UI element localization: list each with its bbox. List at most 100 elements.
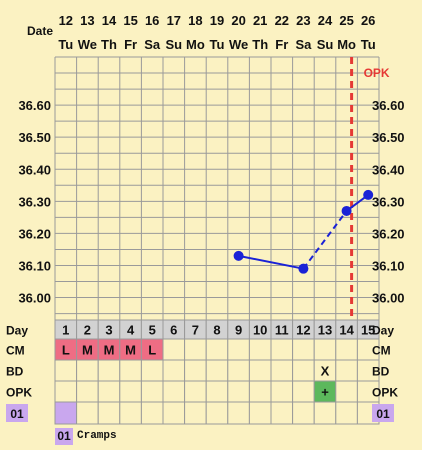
opk-row-cell bbox=[119, 380, 142, 403]
y-tick-label-right: 36.20 bbox=[372, 226, 405, 241]
cm-row-cell bbox=[313, 338, 337, 361]
bd-row-cell bbox=[119, 359, 142, 382]
bd-row-cell bbox=[335, 359, 358, 382]
cm-row-value: L bbox=[148, 343, 156, 358]
note-row-cell bbox=[97, 401, 121, 425]
day-row-value: 13 bbox=[318, 323, 332, 338]
y-tick-label-left: 36.00 bbox=[18, 291, 51, 306]
y-tick-label-right: 36.00 bbox=[372, 291, 405, 306]
date-label: 25 bbox=[339, 13, 353, 28]
note-row-cell bbox=[140, 401, 164, 425]
weekday-label: Su bbox=[165, 37, 182, 52]
cm-row-cell bbox=[205, 338, 229, 361]
note-row-cell bbox=[248, 401, 272, 425]
weekday-label: Sa bbox=[144, 37, 161, 52]
opk-row-value: + bbox=[321, 385, 329, 400]
date-label: 22 bbox=[275, 13, 289, 28]
bd-row-cell bbox=[184, 359, 207, 382]
date-label: 16 bbox=[145, 13, 159, 28]
note-row-cell bbox=[184, 401, 207, 425]
weekday-label: We bbox=[229, 37, 248, 52]
temp-point bbox=[341, 205, 352, 216]
weekday-label: Tu bbox=[58, 37, 73, 52]
date-label: 15 bbox=[123, 13, 137, 28]
cm-row-cell bbox=[162, 338, 186, 361]
day-row-label-left: Day bbox=[6, 324, 28, 338]
bd-row-label-right: BD bbox=[372, 365, 390, 379]
day-row-value: 9 bbox=[235, 323, 242, 338]
day-row-value: 8 bbox=[213, 323, 220, 338]
y-tick-label-right: 36.10 bbox=[372, 258, 405, 273]
bd-row-cell bbox=[292, 359, 315, 382]
y-tick-label-left: 36.20 bbox=[18, 226, 51, 241]
day-row-label-right: Day bbox=[372, 324, 394, 338]
note-row-cell bbox=[292, 401, 315, 425]
opk-marker-label: OPK bbox=[364, 66, 390, 80]
weekday-label: Fr bbox=[275, 37, 288, 52]
day-row-value: 7 bbox=[192, 323, 199, 338]
y-tick-label-right: 36.60 bbox=[372, 98, 405, 113]
bd-row-cell bbox=[205, 359, 229, 382]
bd-row-cell bbox=[76, 359, 99, 382]
opk-row-cell bbox=[335, 380, 358, 403]
cm-row-value: M bbox=[125, 343, 136, 358]
date-label: 23 bbox=[296, 13, 310, 28]
temp-point bbox=[298, 263, 309, 274]
y-tick-label-left: 36.40 bbox=[18, 162, 51, 177]
cm-row-cell bbox=[270, 338, 294, 361]
date-label: 14 bbox=[102, 13, 117, 28]
weekday-label: Mo bbox=[337, 37, 356, 52]
note-row-label-bg-right bbox=[372, 404, 394, 422]
opk-row-label-right: OPK bbox=[372, 386, 398, 400]
opk-row-cell bbox=[184, 380, 207, 403]
weekday-label: Tu bbox=[361, 37, 376, 52]
opk-row-label-left: OPK bbox=[6, 386, 32, 400]
weekday-label: Mo bbox=[186, 37, 205, 52]
opk-row-cell bbox=[140, 380, 164, 403]
note-row-cell bbox=[227, 401, 250, 425]
opk-row-cell bbox=[270, 380, 294, 403]
cm-row-cell bbox=[184, 338, 207, 361]
note-row-cell bbox=[335, 401, 358, 425]
bd-row-cell bbox=[54, 359, 78, 382]
cm-row-cell bbox=[335, 338, 358, 361]
bd-row-label-left: BD bbox=[6, 365, 24, 379]
temp-point bbox=[233, 250, 244, 261]
opk-row-cell bbox=[162, 380, 186, 403]
date-label: 26 bbox=[361, 13, 375, 28]
cm-row-value: L bbox=[62, 343, 70, 358]
temp-line-segment bbox=[302, 210, 348, 270]
bd-row-cell bbox=[227, 359, 250, 382]
opk-row-cell bbox=[97, 380, 121, 403]
note-row-label-right: 01 bbox=[376, 407, 390, 421]
temp-point bbox=[363, 189, 374, 200]
cm-row-cell bbox=[292, 338, 315, 361]
date-label: 24 bbox=[318, 13, 333, 28]
y-tick-label-right: 36.40 bbox=[372, 162, 405, 177]
y-tick-label-left: 36.30 bbox=[18, 194, 51, 209]
y-tick-label-left: 36.10 bbox=[18, 258, 51, 273]
date-label: 19 bbox=[210, 13, 224, 28]
note-row-cell bbox=[76, 401, 99, 425]
y-tick-label-right: 36.50 bbox=[372, 130, 405, 145]
opk-row-cell bbox=[248, 380, 272, 403]
weekday-label: Su bbox=[317, 37, 334, 52]
bd-row-cell bbox=[97, 359, 121, 382]
bd-row-cell bbox=[140, 359, 164, 382]
day-row-value: 15 bbox=[361, 323, 375, 338]
note-row-cell bbox=[270, 401, 294, 425]
note-row-cell bbox=[162, 401, 186, 425]
day-row-value: 10 bbox=[253, 323, 267, 338]
opk-row-cell bbox=[292, 380, 315, 403]
note-row-label-left: 01 bbox=[10, 407, 24, 421]
date-label: 20 bbox=[231, 13, 245, 28]
day-row-value: 2 bbox=[84, 323, 91, 338]
note-row-cell bbox=[205, 401, 229, 425]
notes-legend: 01 Cramps bbox=[55, 427, 117, 445]
note-row-label-bg-left bbox=[6, 404, 28, 422]
bd-row-cell bbox=[162, 359, 186, 382]
cm-row-cell bbox=[227, 338, 250, 361]
weekday-label: Tu bbox=[210, 37, 225, 52]
weekday-label: Fr bbox=[124, 37, 137, 52]
